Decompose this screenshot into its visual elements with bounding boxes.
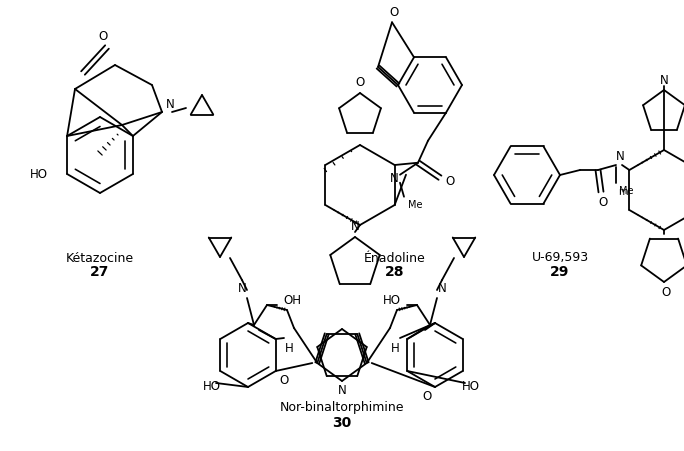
Text: HO: HO <box>30 167 48 180</box>
Text: O: O <box>445 175 455 188</box>
Text: HO: HO <box>383 294 401 307</box>
Text: 29: 29 <box>551 265 570 279</box>
Text: 27: 27 <box>90 265 109 279</box>
Text: H: H <box>391 341 399 354</box>
Text: N: N <box>166 97 174 110</box>
Text: N: N <box>351 221 359 234</box>
Text: 28: 28 <box>385 265 405 279</box>
Text: N: N <box>338 383 346 396</box>
Text: U-69,593: U-69,593 <box>531 252 588 264</box>
Text: O: O <box>279 374 289 387</box>
Text: O: O <box>598 195 607 208</box>
Text: Énadoline: Énadoline <box>364 252 426 264</box>
Text: O: O <box>389 6 399 19</box>
Text: O: O <box>356 77 365 89</box>
Text: N: N <box>659 74 668 87</box>
Text: O: O <box>423 391 432 404</box>
Text: m: m <box>618 187 627 197</box>
Text: N: N <box>438 281 447 295</box>
Text: HO: HO <box>203 381 221 394</box>
Text: OH: OH <box>283 294 301 307</box>
Text: N: N <box>390 172 398 185</box>
Text: N: N <box>237 281 246 295</box>
Text: Me: Me <box>408 200 423 210</box>
Text: Me: Me <box>619 186 633 196</box>
Text: O: O <box>98 31 107 43</box>
Text: H: H <box>285 341 293 354</box>
Text: Nor-binaltorphimine: Nor-binaltorphimine <box>280 401 404 414</box>
Text: 30: 30 <box>332 416 352 430</box>
Text: N: N <box>616 151 624 164</box>
Text: HO: HO <box>462 381 480 394</box>
Text: O: O <box>661 285 670 299</box>
Text: Kétazocine: Kétazocine <box>66 252 134 264</box>
